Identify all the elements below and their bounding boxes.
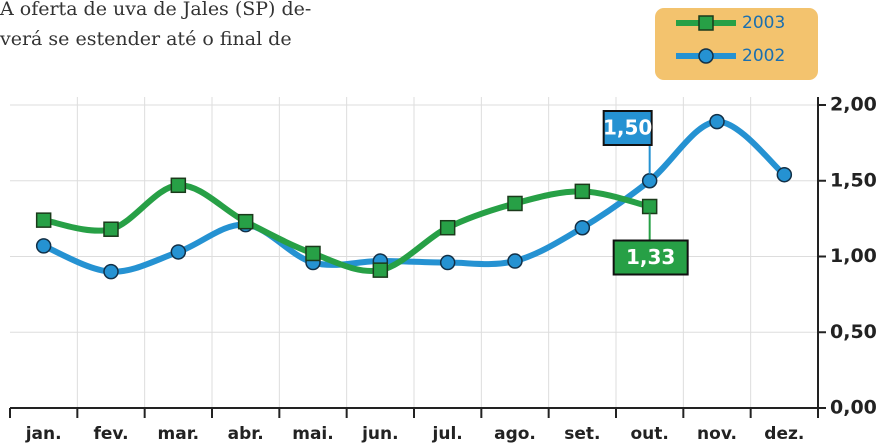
legend-label: 2002 [742,46,785,66]
marker [103,221,119,237]
x-tick-label: jun. [361,424,399,444]
marker [641,173,658,189]
legend-marker [698,48,714,64]
legend-box [655,8,818,80]
legend: 2003 2002 [655,8,818,80]
note-line: verá se estender até o final de [0,28,292,50]
marker [372,262,389,278]
marker [574,219,591,236]
marker [170,244,187,260]
y-tick-label: 1,00 [830,245,877,267]
x-tick-label: nov. [697,424,737,444]
marker [507,195,523,212]
x-tick-label: dez. [764,424,804,444]
marker [709,113,725,130]
marker [103,263,119,280]
value-label-box [612,239,689,276]
y-tick-label: 1,50 [830,169,877,191]
x-tick-label: set. [564,424,600,444]
series-line [40,182,653,274]
y-tick-label: 0,00 [830,397,877,419]
y-tick-label: 2,00 [830,94,877,116]
x-tick-label: ago. [494,424,536,444]
marker [641,198,658,215]
marker [439,219,456,236]
x-tick-label: mar. [158,424,200,444]
x-tick-label: mai. [292,424,333,444]
value-label: 1,50 [603,116,652,140]
x-tick-label: abr. [228,424,264,444]
note-line: A oferta de uva de Jales (SP) de- [0,0,311,20]
value-label: 1,33 [626,245,675,269]
legend-marker [698,15,714,31]
marker [35,238,52,254]
x-tick-label: fev. [93,424,128,444]
marker [507,253,523,269]
value-label-box [602,110,653,146]
y-tick-label: 0,50 [830,321,877,343]
x-tick-label: jul. [432,424,463,444]
marker [439,254,456,271]
marker [574,183,591,200]
x-tick-label: out. [630,424,668,444]
marker [237,213,254,230]
legend-label: 2003 [742,13,785,33]
x-tick-label: jan. [25,424,62,444]
marker [170,177,187,194]
marker [776,166,793,183]
marker [305,245,321,262]
marker [35,212,52,228]
